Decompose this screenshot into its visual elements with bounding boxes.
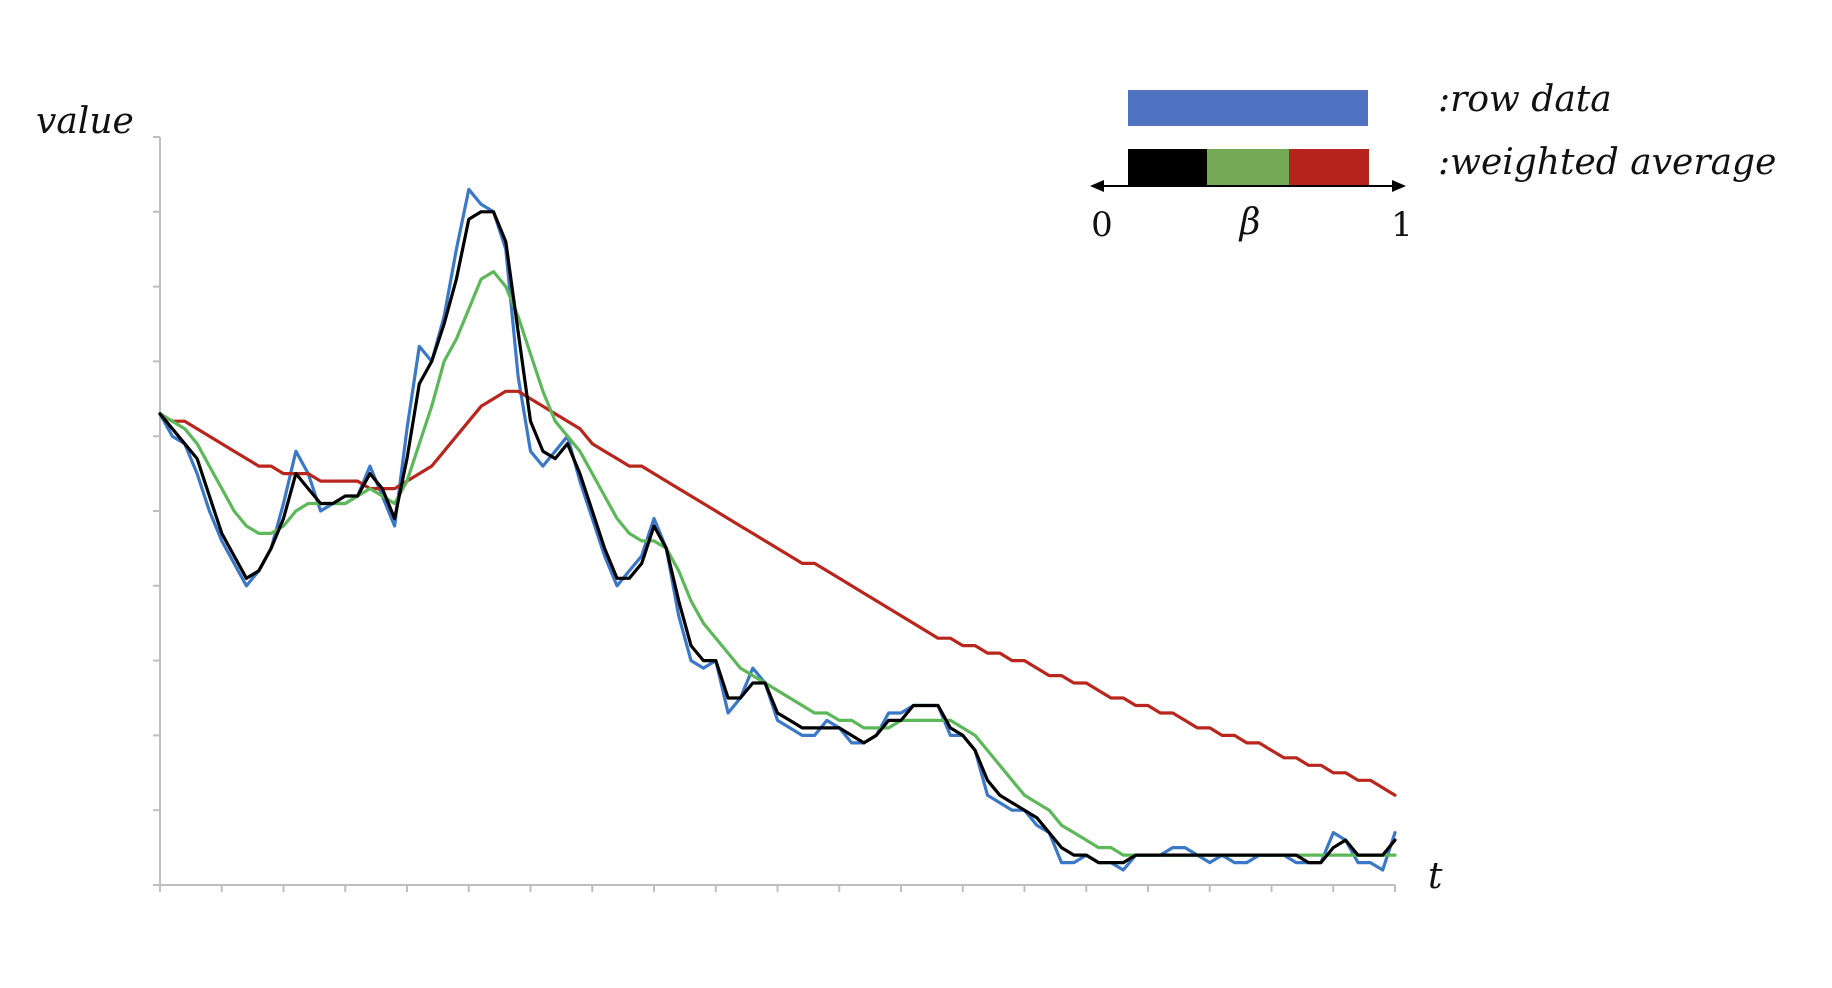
series-line-raw bbox=[158, 187, 1397, 872]
legend-average-label: :weighted average bbox=[1438, 142, 1776, 183]
legend: 0 β 1 :row data :weighted average bbox=[1090, 79, 1776, 245]
series-line-ema-high bbox=[158, 389, 1397, 797]
axes bbox=[153, 136, 1396, 892]
legend-raw-swatch bbox=[1128, 90, 1368, 126]
legend-black-swatch bbox=[1128, 149, 1207, 187]
beta-min-label: 0 bbox=[1091, 205, 1113, 245]
legend-green-swatch bbox=[1207, 149, 1289, 187]
beta-axis-right-arrow-icon bbox=[1392, 180, 1406, 192]
beta-axis-left-arrow-icon bbox=[1090, 180, 1104, 192]
legend-red-swatch bbox=[1289, 149, 1369, 187]
legend-raw-label: :row data bbox=[1438, 79, 1612, 120]
series-line-ema-low bbox=[158, 210, 1397, 865]
series-line-ema-mid bbox=[158, 270, 1397, 857]
y-axis-label: value bbox=[36, 101, 134, 142]
beta-max-label: 1 bbox=[1391, 205, 1413, 245]
series-layer bbox=[158, 187, 1397, 872]
x-axis-label: t bbox=[1428, 856, 1443, 897]
beta-symbol-label: β bbox=[1238, 202, 1261, 243]
